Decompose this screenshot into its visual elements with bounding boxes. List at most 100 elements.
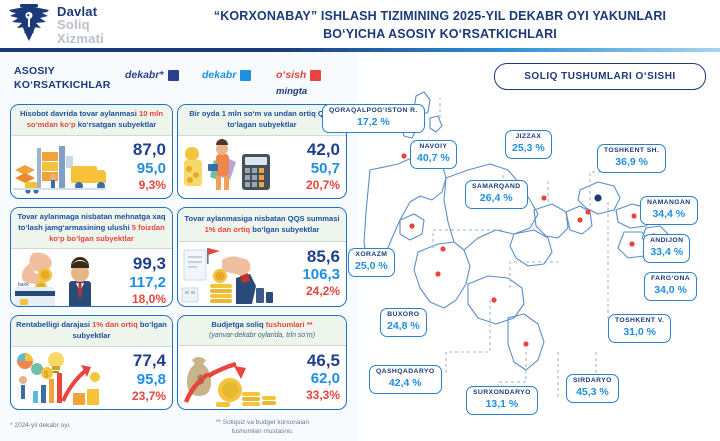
logo-line-2: Soliq <box>57 17 90 33</box>
legend-title: ASOSIY KO‘RSATKICHLAR <box>14 64 111 92</box>
map-region-qoraqalpogiston-value: 17,2 % <box>356 115 390 128</box>
map-region-surxondaryo-value: 13,1 % <box>485 397 519 410</box>
map-region-navoiy-value: 40,7 % <box>417 151 450 164</box>
logo: Davlat Soliq Xizmati <box>6 2 156 48</box>
indicator-card-1-values: 87,0 95,0 9,3% <box>106 136 172 198</box>
card-1-title-post: ko‘rsatgan subyektlar <box>75 119 157 129</box>
card-6-value-current: 62,0 <box>310 370 340 388</box>
card-6-subtitle: (yanvar-dekabr oylarida, trln so‘m) <box>208 331 316 339</box>
logo-line-1: Davlat <box>57 4 98 20</box>
card-5-value-growth: 23,7% <box>131 388 166 403</box>
indicator-card-3-body: bank 99,3 117,2 18,0% <box>11 249 172 306</box>
map-region-sirdaryo-name: SIRDARYO <box>573 377 612 384</box>
map-region-surxondaryo-name: SURXONDARYO <box>473 389 531 396</box>
card-5-title-pre: Rentabelligi darajasi <box>16 320 93 329</box>
card-1-value-current: 95,0 <box>136 159 166 177</box>
map-region-toshkent-viloyat[interactable]: TOSHKENT V. 31,0 % <box>608 314 672 343</box>
map-region-fargona-name: FARG‘ONA <box>651 275 691 282</box>
indicator-card-4-title: Tovar aylanmasiga nisbatan QQS summasi 1… <box>178 208 346 242</box>
indicator-card-5[interactable]: Rentabelligi darajasi 1% dan ortiq bo‘lg… <box>10 315 173 410</box>
indicator-card-2-body: 42,0 50,7 20,7% <box>178 136 346 198</box>
map-region-samarqand-value: 26,4 % <box>479 191 513 204</box>
card-1-title-pre: Hisobot davrida tovar aylanmasi <box>19 109 139 118</box>
header-divider <box>0 48 720 52</box>
map-region-buxoro[interactable]: BUXORO 24,8 % <box>380 308 427 337</box>
legend-item-dekabr-prev: dekabr* <box>125 69 179 81</box>
card-1-title-highlight: 10 mln so‘mdan ko‘p <box>26 109 164 129</box>
map-region-qoraqalpogiston[interactable]: QORAQALPOG‘ISTON R. 17,2 % <box>322 104 425 133</box>
map-region-andijon-value: 33,4 % <box>650 245 684 258</box>
card-1-value-growth: 9,3% <box>138 177 166 192</box>
indicator-card-1[interactable]: Hisobot davrida tovar aylanmasi 10 mln s… <box>10 104 173 199</box>
map-region-toshkent-viloyat-value: 31,0 % <box>623 325 657 338</box>
map-region-navoiy-name: NAVOIY <box>419 143 448 150</box>
map-region-qashqadaryo-value: 42,4 % <box>388 376 422 389</box>
map-region-navoiy[interactable]: NAVOIY 40,7 % <box>410 140 457 169</box>
legend-item-dekabr: dekabr <box>202 69 252 81</box>
card-4-title-post: bo‘lgan subyektlar <box>250 224 320 234</box>
card-3-value-growth: 18,0% <box>131 291 166 306</box>
card-2-value-growth: 20,7% <box>305 177 340 192</box>
card-6-title-highlight: tushumlari ** <box>265 320 313 330</box>
map-region-namangan-name: NAMANGAN <box>647 199 691 206</box>
card-4-title-pre: Tovar aylanmasiga nisbatan QQS summasi <box>184 213 340 223</box>
card-4-value-growth: 24,2% <box>305 284 340 299</box>
page-title: “KORXONABAY” ISHLASH TIZIMINING 2025-YIL… <box>170 7 710 43</box>
card-5-value-current: 95,8 <box>136 370 166 388</box>
map-region-xorazm[interactable]: XORAZM 25,0 % <box>348 248 395 277</box>
card-4-title-highlight: 1% dan ortiq <box>204 224 251 234</box>
svg-text:$: $ <box>44 370 49 379</box>
indicator-card-5-body: $ 77,4 95,8 23,7% <box>11 347 172 409</box>
money-bag-arrow-illustration: $ <box>178 346 280 408</box>
card-2-title-pre: Bir oyda 1 mln so‘m va undan ortiq QQS t… <box>189 109 335 129</box>
map-region-surxondaryo[interactable]: SURXONDARYO 13,1 % <box>466 386 538 415</box>
page-title-line-1: “KORXONABAY” ISHLASH TIZIMINING 2025-YIL… <box>213 9 667 23</box>
man-calculator-coins-illustration <box>178 136 280 198</box>
card-1-value-prev: 87,0 <box>132 140 166 160</box>
growth-chart-bulb-illustration: $ <box>11 347 106 409</box>
page-header: Davlat Soliq Xizmati “KORXONABAY” ISHLAS… <box>0 0 720 52</box>
legend-label-osish: o‘sish <box>276 69 307 81</box>
indicator-card-3[interactable]: Tovar aylanmaga nisbatan mehnatga xaq to… <box>10 207 173 307</box>
map-region-sirdaryo-value: 45,3 % <box>576 385 609 398</box>
indicator-card-2[interactable]: Bir oyda 1 mln so‘m va undan ortiq QQS t… <box>177 104 347 199</box>
footnote-right-line-1: ** Soliqsiz va budget korxonalari <box>215 419 310 426</box>
map-region-namangan[interactable]: NAMANGAN 34,4 % <box>640 196 698 225</box>
map-region-jizzax-name: JIZZAX <box>515 133 542 140</box>
card-3-title-highlight: 5 foizdan ko‘p bo‘lgan subyektlar <box>49 222 165 243</box>
map-region-qoraqalpogiston-name: QORAQALPOG‘ISTON R. <box>329 107 418 114</box>
indicator-card-6[interactable]: Budjetga soliq tushumlari ** (yanvar-dek… <box>177 315 347 410</box>
card-5-title-highlight: 1% dan ortiq <box>92 320 138 329</box>
map-region-xorazm-name: XORAZM <box>355 251 388 258</box>
map-region-qashqadaryo[interactable]: QASHQADARYO 42,4 % <box>369 365 442 394</box>
map-region-sirdaryo[interactable]: SIRDARYO 45,3 % <box>566 374 619 403</box>
indicator-card-3-title: Tovar aylanmaga nisbatan mehnatga xaq to… <box>11 208 172 250</box>
indicator-card-2-title: Bir oyda 1 mln so‘m va undan ortiq QQS t… <box>178 105 346 136</box>
map-region-samarqand[interactable]: SAMARQAND 26,4 % <box>465 180 528 209</box>
indicator-card-5-values: 77,4 95,8 23,7% <box>106 347 172 409</box>
indicator-card-4[interactable]: Tovar aylanmasiga nisbatan QQS summasi 1… <box>177 207 347 307</box>
map-region-buxoro-value: 24,8 % <box>387 319 420 332</box>
map-region-jizzax-value: 25,3 % <box>512 141 545 154</box>
eagle-emblem-icon <box>9 4 49 41</box>
map-region-samarqand-name: SAMARQAND <box>472 183 521 190</box>
card-6-value-growth: 33,3% <box>305 388 340 403</box>
map-title: SOLIQ TUSHUMLARI O‘SISHI <box>494 63 706 90</box>
card-3-value-prev: 99,3 <box>132 254 166 274</box>
legend-label-dekabr-prev: dekabr* <box>125 69 164 81</box>
legend-item-osish: o‘sish <box>276 69 322 81</box>
map-region-andijon-name: ANDIJON <box>650 237 684 244</box>
map-region-toshkent-viloyat-name: TOSHKENT V. <box>615 317 665 324</box>
map-region-fargona[interactable]: FARG‘ONA 34,0 % <box>644 272 698 301</box>
card-2-value-current: 50,7 <box>310 159 340 177</box>
logo-line-3: Xizmati <box>57 30 104 46</box>
map-panel: SOLIQ TUSHUMLARI O‘SISHI <box>322 52 720 441</box>
indicator-card-6-values: 46,5 62,0 33,3% <box>280 346 346 408</box>
map-region-jizzax[interactable]: JIZZAX 25,3 % <box>505 130 552 159</box>
card-6-title-pre: Budjetga soliq <box>211 320 266 330</box>
hand-coin-bankcard-illustration: bank <box>11 249 106 306</box>
legend-swatch-dekabr-prev <box>167 69 179 81</box>
footnote-right: ** Soliqsiz va budget korxonalari tushum… <box>175 418 350 436</box>
map-region-toshkent-shahar[interactable]: TOSHKENT SH. 36,9 % <box>597 144 667 173</box>
map-region-andijon[interactable]: ANDIJON 33,4 % <box>643 234 691 263</box>
